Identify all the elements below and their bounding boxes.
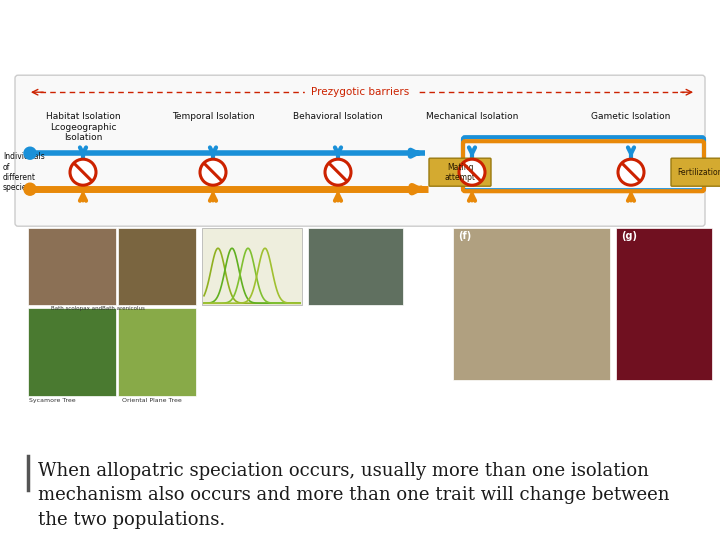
Text: Oriental Plane Tree: Oriental Plane Tree [122, 398, 182, 403]
Text: Mating
attempt: Mating attempt [444, 163, 475, 182]
Text: Behavioral Isolation: Behavioral Isolation [293, 112, 383, 121]
FancyBboxPatch shape [429, 158, 491, 186]
FancyBboxPatch shape [15, 75, 705, 226]
Bar [118, 228, 196, 305]
Circle shape [24, 183, 36, 195]
Text: Individuals
of
different
species: Individuals of different species [3, 152, 45, 192]
Bar [308, 228, 403, 305]
Bar [616, 228, 712, 380]
Text: Prezygotic barriers: Prezygotic barriers [311, 87, 409, 97]
Circle shape [70, 159, 96, 185]
Bar [453, 228, 610, 380]
Text: When allopatric speciation occurs, usually more than one isolation
mechanism als: When allopatric speciation occurs, usual… [38, 462, 670, 529]
Circle shape [325, 159, 351, 185]
Text: Fertilization: Fertilization [677, 168, 720, 177]
Circle shape [24, 147, 36, 159]
Text: Habitat Isolation
Lcogeographic
Isolation: Habitat Isolation Lcogeographic Isolatio… [45, 112, 120, 142]
Text: (f): (f) [458, 231, 472, 241]
Text: Mechanical Isolation: Mechanical Isolation [426, 112, 518, 121]
FancyBboxPatch shape [671, 158, 720, 186]
Bar [28, 228, 116, 305]
Bar [28, 308, 116, 396]
Circle shape [618, 159, 644, 185]
Bar [118, 308, 196, 396]
Circle shape [200, 159, 226, 185]
Text: Sycamore Tree: Sycamore Tree [29, 398, 76, 403]
Bar [202, 228, 302, 305]
Text: Summary of Prezygotic Barriers: Summary of Prezygotic Barriers [110, 22, 610, 49]
Text: Bath scolopax andBath arenicolus: Bath scolopax andBath arenicolus [51, 306, 145, 311]
Text: Temporal Isolation: Temporal Isolation [171, 112, 254, 121]
Circle shape [459, 159, 485, 185]
Text: (g): (g) [621, 231, 637, 241]
Text: Gametic Isolation: Gametic Isolation [591, 112, 671, 121]
